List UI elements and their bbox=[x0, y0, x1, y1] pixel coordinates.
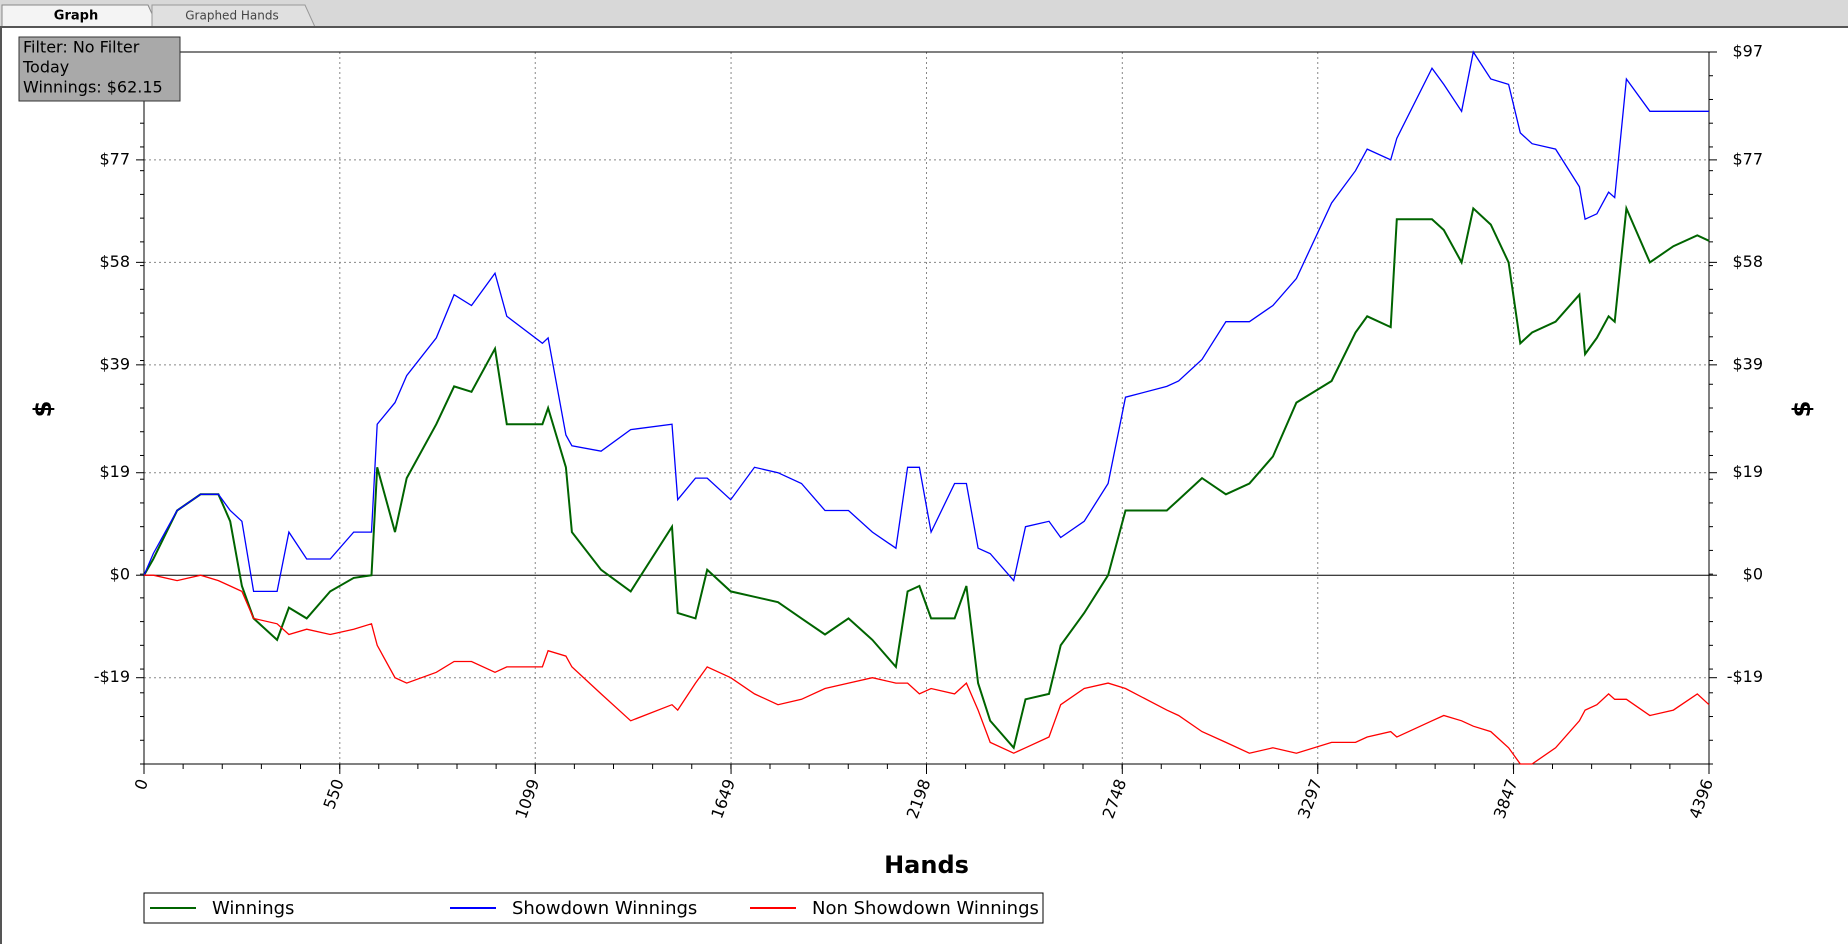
y-tick-label: $58 bbox=[99, 252, 130, 271]
x-tick-label: 3847 bbox=[1490, 776, 1522, 821]
y2-tick-label: $39 bbox=[1732, 354, 1763, 373]
legend-label: Non Showdown Winnings bbox=[812, 898, 1039, 919]
y-tick-label: $77 bbox=[99, 149, 130, 168]
y2-tick-label: $0 bbox=[1743, 565, 1763, 584]
x-tick-label: 3297 bbox=[1294, 776, 1326, 821]
x-tick-label: 550 bbox=[319, 776, 347, 811]
series-line bbox=[143, 50, 1709, 593]
series-line bbox=[143, 204, 1710, 750]
y2-tick-label: -$19 bbox=[1727, 667, 1763, 686]
x-tick-label: 1099 bbox=[511, 776, 543, 821]
y-tick-label: $0 bbox=[110, 565, 130, 584]
y2-tick-label: $77 bbox=[1732, 149, 1763, 168]
x-axis-label: Hands bbox=[884, 851, 969, 879]
y-axis-label: $ bbox=[29, 401, 57, 418]
x-tick-label: 2748 bbox=[1099, 776, 1131, 821]
y2-tick-label: $19 bbox=[1732, 462, 1763, 481]
filter-text: Winnings: $62.15 bbox=[23, 78, 163, 97]
y-tick-label: -$19 bbox=[94, 667, 130, 686]
tab-label[interactable]: Graph bbox=[54, 9, 98, 24]
y-tick-label: $39 bbox=[99, 354, 130, 373]
x-tick-label: 2198 bbox=[903, 776, 935, 821]
legend bbox=[143, 892, 1044, 924]
legend-label: Winnings bbox=[212, 898, 294, 919]
x-tick-label: 0 bbox=[131, 776, 152, 792]
filter-text: Today bbox=[22, 58, 69, 77]
y2-tick-label: $58 bbox=[1732, 252, 1763, 271]
x-tick-label: 4396 bbox=[1685, 776, 1717, 821]
y2-tick-label: $97 bbox=[1732, 42, 1763, 61]
filter-text: Filter: No Filter bbox=[23, 38, 140, 57]
x-tick-label: 1649 bbox=[707, 776, 739, 821]
y-tick-label: $19 bbox=[99, 462, 130, 481]
filter-box bbox=[18, 36, 181, 102]
y2-axis-label: $ bbox=[1788, 401, 1816, 418]
tab-label[interactable]: Graphed Hands bbox=[185, 9, 278, 23]
legend-label: Showdown Winnings bbox=[512, 898, 697, 919]
series-line bbox=[144, 574, 1710, 765]
plot-border bbox=[143, 51, 1710, 765]
